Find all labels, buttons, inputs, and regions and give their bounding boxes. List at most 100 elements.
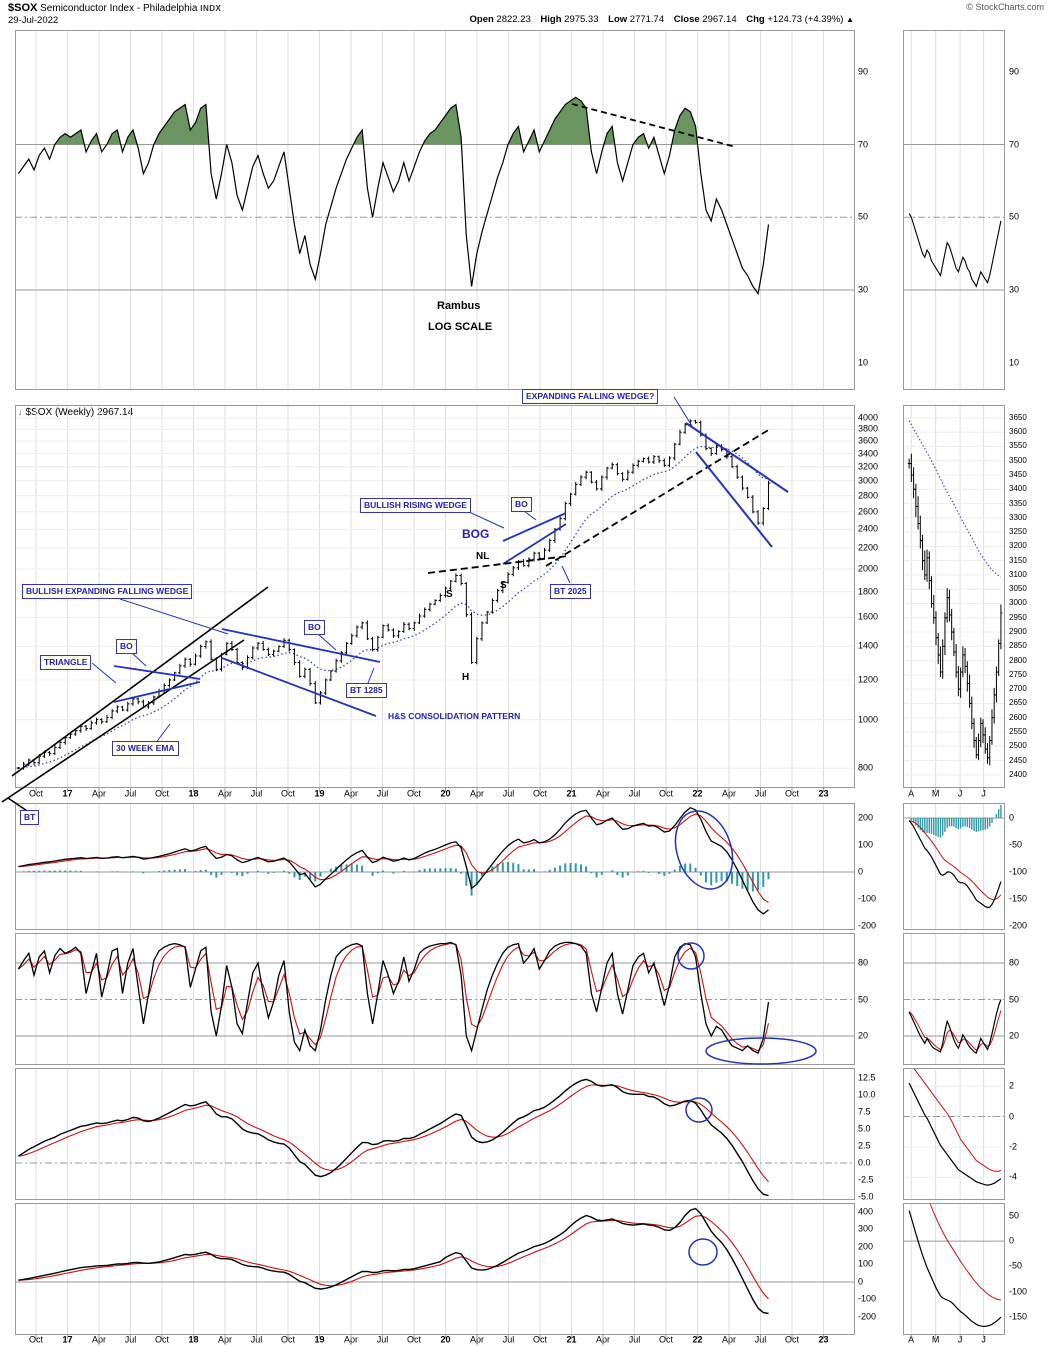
x-tick-label: Oct [532, 1334, 548, 1345]
x-tick-label: 21 [566, 1334, 577, 1345]
y-axis-label: 0 [1009, 1235, 1015, 1246]
x-tick-label: Oct [784, 788, 800, 799]
y-axis-label: 2400 [1009, 769, 1027, 779]
x-tick-label: Oct [280, 788, 296, 799]
x-tick-label: 21 [566, 788, 577, 799]
y-axis-label: 50 [1009, 1210, 1020, 1221]
x-tick-label: Apr [91, 1334, 107, 1345]
y-axis-label: 30 [858, 284, 869, 295]
x-tick-label: Apr [91, 788, 107, 799]
annotation-text: NL [476, 551, 490, 562]
price-panel-title: ↓ $SOX (Weekly) 2967.14 [18, 407, 133, 418]
x-tick-label: Jul [376, 1334, 389, 1345]
momentum-panel [15, 30, 855, 390]
y-axis-label: 2.5 [858, 1140, 871, 1151]
annotation-text: Rambus [437, 300, 481, 312]
x-tick-label: 18 [188, 1334, 199, 1345]
roc-panel [15, 1068, 855, 1200]
y-axis-label: 2600 [858, 506, 879, 517]
y-axis-label: 7.5 [858, 1106, 871, 1117]
macd-panel [15, 803, 855, 930]
y-axis-label: 20 [1009, 1030, 1020, 1041]
x-tick-label: 20 [440, 1334, 451, 1345]
y-axis-label: -50 [1009, 839, 1023, 850]
y-axis-label: 3350 [1009, 498, 1027, 508]
y-axis-label: 3050 [1009, 584, 1027, 594]
y-axis-label: -100 [1009, 866, 1028, 877]
x-tick-label: Jul [628, 1334, 641, 1345]
x-tick-label: Oct [406, 788, 422, 799]
x-tick-label: Oct [784, 1334, 800, 1345]
y-axis-label: -100 [1009, 1286, 1028, 1297]
y-axis-label: 3150 [1009, 555, 1027, 565]
y-axis-label: 1400 [858, 640, 879, 651]
y-axis-label: 2000 [858, 563, 879, 574]
y-axis-label: 50 [1009, 994, 1020, 1005]
y-axis-label: 3600 [1009, 427, 1027, 437]
y-axis-label: 10 [1009, 357, 1020, 368]
price-title-text: $SOX (Weekly) 2967.14 [25, 407, 134, 418]
y-axis-label: 1600 [858, 611, 879, 622]
stochastics-panel [15, 933, 855, 1065]
y-axis-label: -50 [1009, 1260, 1023, 1271]
y-axis-label: 2200 [858, 542, 879, 553]
y-axis-label: 3400 [1009, 484, 1027, 494]
annotation-box: BO [116, 639, 137, 654]
x-tick-label: Jul [124, 788, 137, 799]
x-tick-label: Apr [343, 788, 359, 799]
x-tick-label: 19 [314, 1334, 325, 1345]
y-axis-label: 2400 [858, 523, 879, 534]
close-label: Close [673, 14, 700, 25]
symbol: $SOX [8, 2, 38, 14]
y-axis-label: 3450 [1009, 469, 1027, 479]
index-name: Semiconductor Index - Philadelphia [40, 3, 198, 14]
y-axis-label: 1200 [858, 674, 879, 685]
mini-macd-long-panel [903, 1203, 1005, 1335]
y-axis-label: 0 [858, 1276, 864, 1287]
y-axis-label: 2900 [1009, 627, 1027, 637]
mini-roc-panel [903, 1068, 1005, 1200]
x-tick-label: Jul [754, 1334, 767, 1345]
x-tick-label: Jul [124, 1334, 137, 1345]
y-axis-label: 50 [858, 994, 869, 1005]
x-tick-label: 20 [440, 788, 451, 799]
y-axis-label: 80 [1009, 957, 1020, 968]
y-axis-label: 2800 [858, 490, 879, 501]
y-axis-label: 3800 [858, 423, 879, 434]
y-axis-label: -200 [858, 1311, 877, 1322]
x-tick-label: Apr [469, 788, 485, 799]
x-tick-label: 23 [818, 1334, 829, 1345]
x-tick-label: J [981, 788, 986, 799]
mini-price-panel [903, 405, 1005, 788]
annotation-box: BO [304, 620, 325, 635]
open-value: 2822.23 [496, 14, 531, 25]
y-axis-label: 3400 [858, 448, 879, 458]
y-axis-label: -150 [1009, 1311, 1028, 1322]
x-tick-label: Oct [658, 1334, 674, 1345]
x-tick-label: Apr [595, 1334, 611, 1345]
x-tick-label: Apr [595, 788, 611, 799]
y-axis-label: 20 [858, 1030, 869, 1041]
y-axis-label: 2600 [1009, 712, 1027, 722]
annotation-text: BOG [462, 527, 490, 541]
annotation-box: BULLISH EXPANDING FALLING WEDGE [22, 584, 193, 599]
y-axis-label: 3250 [1009, 527, 1027, 537]
y-axis-label: 3000 [858, 475, 879, 486]
annotation-text: S [500, 580, 507, 591]
x-tick-label: M [931, 788, 940, 799]
y-axis-label: 80 [858, 957, 869, 968]
x-tick-label: Oct [154, 1334, 170, 1345]
low-label: Low [608, 14, 628, 25]
mini-macd-panel [903, 803, 1005, 930]
annotation-box: BULLISH RISING WEDGE [360, 498, 471, 513]
x-tick-label: Jul [502, 1334, 515, 1345]
x-tick-label: 18 [188, 788, 199, 799]
y-axis-label: 400 [858, 1206, 874, 1217]
y-axis-label: 3650 [1009, 412, 1027, 422]
y-axis-label: -4 [1009, 1171, 1018, 1182]
y-axis-label: 2800 [1009, 655, 1027, 665]
annotation-box: BT 2025 [550, 584, 591, 599]
x-tick-label: J [981, 1334, 986, 1345]
y-axis-label: 0 [1009, 1111, 1015, 1122]
low-value: 2771.74 [629, 14, 665, 25]
